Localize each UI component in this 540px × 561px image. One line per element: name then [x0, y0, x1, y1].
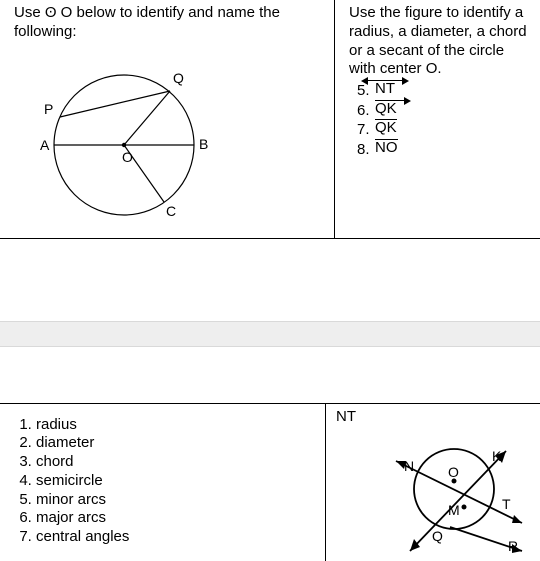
seg-QK-ray: QK — [375, 100, 397, 117]
lbl2-R: R — [508, 538, 518, 553]
seg-QK: QK — [375, 119, 397, 136]
bottom-left-cell: radius diameter chord semicircle minor a… — [0, 404, 326, 561]
item-6: QK — [375, 101, 397, 116]
term-2: diameter — [36, 434, 317, 453]
lbl2-Q: Q — [432, 528, 443, 544]
item-7: QK — [375, 120, 397, 135]
lbl2-O: O — [448, 464, 459, 480]
term-7: central angles — [36, 528, 317, 547]
instruction-right: Use the figure to identify a radius, a d… — [349, 4, 532, 79]
spacer — [0, 347, 540, 403]
instruction-left: Use ʘ O below to identify and name the f… — [14, 4, 326, 42]
term-3: chord — [36, 453, 317, 472]
item-8: NO — [375, 140, 398, 155]
bottom-table: radius diameter chord semicircle minor a… — [0, 403, 540, 561]
top-right-cell: Use the figure to identify a radius, a d… — [335, 0, 540, 238]
term-1: radius — [36, 416, 317, 435]
seg-NO: NO — [375, 139, 398, 156]
lbl-O: O — [122, 149, 133, 165]
term-4: semicircle — [36, 472, 317, 491]
lbl2-M: M — [448, 502, 460, 518]
term-6: major arcs — [36, 509, 317, 528]
lbl2-N: N — [404, 458, 414, 474]
lbl-Q: Q — [173, 70, 184, 86]
lbl2-T: T — [502, 496, 511, 512]
item-num-8: 8. — [357, 140, 375, 160]
lbl-A: A — [40, 137, 50, 153]
figure-circle-o: Q P A O B C — [14, 50, 326, 230]
figure-circle-2: N O K M T Q R — [336, 433, 532, 553]
seg-NT: NT — [375, 80, 395, 97]
top-table: Use ʘ O below to identify and name the f… — [0, 0, 540, 239]
bottom-right-cell: NT N O — [326, 404, 540, 561]
item-num-7: 7. — [357, 120, 375, 140]
segment-list: 5. NT 6. QK 7. QK 8. — [349, 81, 532, 159]
item-num-6: 6. — [357, 101, 375, 121]
lbl-C: C — [166, 203, 176, 219]
nt-label: NT — [336, 408, 532, 425]
circle2-svg: N O K M T Q R — [336, 433, 532, 553]
term-5: minor arcs — [36, 491, 317, 510]
lbl2-K: K — [492, 448, 502, 464]
gray-separator — [0, 321, 540, 347]
circle-o-svg: Q P A O B C — [14, 50, 234, 230]
terms-list: radius diameter chord semicircle minor a… — [14, 416, 317, 547]
lbl-P: P — [44, 101, 53, 117]
item-5: NT — [375, 81, 395, 96]
lbl-B: B — [199, 136, 208, 152]
top-left-cell: Use ʘ O below to identify and name the f… — [0, 0, 335, 238]
